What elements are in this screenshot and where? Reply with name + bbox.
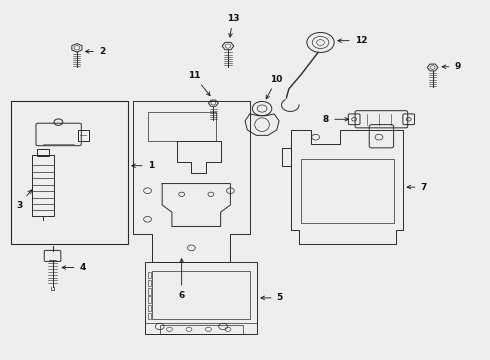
Bar [147,313,151,319]
Bar [11,102,128,244]
Bar [301,158,393,223]
Bar [147,280,151,287]
Text: 12: 12 [338,36,367,45]
Text: 6: 6 [178,259,185,300]
Text: 2: 2 [85,47,105,56]
Text: 1: 1 [132,161,154,170]
Bar [32,155,53,216]
Text: 4: 4 [62,263,86,272]
Text: 7: 7 [407,183,427,192]
Bar [147,272,151,278]
Text: 3: 3 [16,190,32,210]
Text: 9: 9 [442,62,461,71]
Bar [78,130,89,141]
Text: 8: 8 [323,115,348,124]
Text: 5: 5 [261,293,283,302]
Bar [147,296,151,303]
Bar [147,305,151,311]
Bar [147,288,151,295]
Bar [147,112,216,141]
Bar [160,325,243,334]
Text: 11: 11 [188,71,210,96]
Bar [152,271,250,319]
Bar [37,149,49,156]
Text: 10: 10 [266,75,283,99]
Text: 13: 13 [226,14,239,37]
Bar [145,262,257,334]
